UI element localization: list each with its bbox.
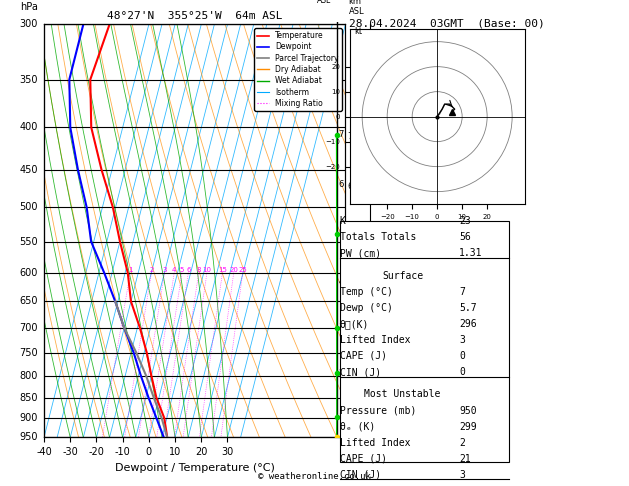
Text: 7: 7 [338,130,344,139]
Text: 299: 299 [459,421,477,432]
Text: 2: 2 [338,368,343,378]
Text: CAPE (J): CAPE (J) [340,453,387,464]
Text: 950: 950 [19,433,38,442]
Text: 15: 15 [218,267,227,273]
Text: PW (cm): PW (cm) [340,248,381,259]
Text: 300: 300 [19,19,38,29]
Text: 4: 4 [347,278,352,287]
Text: 0: 0 [459,367,465,377]
Text: © weatheronline.co.uk: © weatheronline.co.uk [258,472,371,481]
X-axis label: Dewpoint / Temperature (°C): Dewpoint / Temperature (°C) [114,463,275,473]
Text: 21: 21 [459,453,471,464]
Text: 650: 650 [19,296,38,306]
Text: 296: 296 [459,319,477,329]
Text: 3: 3 [459,335,465,345]
Text: 800: 800 [19,371,38,381]
Text: K: K [340,216,345,226]
Text: 6: 6 [338,180,344,190]
Text: Lifted Index: Lifted Index [340,437,410,448]
Text: 6: 6 [347,182,352,191]
Text: 750: 750 [19,347,38,358]
Text: km
ASL: km ASL [348,0,364,16]
Text: 2: 2 [459,437,465,448]
Text: θᴇ(K): θᴇ(K) [340,319,369,329]
Text: CIN (J): CIN (J) [340,469,381,480]
Text: 28.04.2024  03GMT  (Base: 00): 28.04.2024 03GMT (Base: 00) [349,18,545,29]
Text: 1: 1 [128,267,133,273]
Text: Lifted Index: Lifted Index [340,335,410,345]
Text: 5: 5 [180,267,184,273]
Text: hPa: hPa [20,2,38,12]
Text: CIN (J): CIN (J) [340,367,381,377]
Text: 4: 4 [172,267,176,273]
Text: Pressure (mb): Pressure (mb) [340,405,416,416]
Legend: Temperature, Dewpoint, Parcel Trajectory, Dry Adiabat, Wet Adiabat, Isotherm, Mi: Temperature, Dewpoint, Parcel Trajectory… [254,28,342,111]
Text: 1: 1 [338,413,343,422]
Text: 3: 3 [347,324,352,333]
Text: θₑ (K): θₑ (K) [340,421,375,432]
Text: 550: 550 [19,237,38,246]
Text: km
ASL: km ASL [317,0,331,5]
Text: kt: kt [355,27,363,36]
Text: Dewp (°C): Dewp (°C) [340,303,392,313]
Text: 7: 7 [459,287,465,297]
Text: 600: 600 [19,268,38,278]
Text: CAPE (J): CAPE (J) [340,351,387,361]
Text: 1: 1 [347,413,352,422]
Text: 900: 900 [19,413,38,423]
Text: 20: 20 [230,267,238,273]
Text: 56: 56 [459,232,471,243]
Text: 3: 3 [459,469,465,480]
Text: 500: 500 [19,202,38,212]
Text: Surface: Surface [382,271,423,281]
Text: 0: 0 [459,351,465,361]
Text: 5: 5 [338,229,343,238]
Text: 350: 350 [19,74,38,85]
Text: 700: 700 [19,323,38,333]
Text: 23: 23 [459,216,471,226]
Text: LCL: LCL [348,439,364,449]
Text: 2: 2 [347,369,352,378]
Text: 3: 3 [338,323,344,332]
Text: 2: 2 [149,267,153,273]
Text: 5.7: 5.7 [459,303,477,313]
Text: 850: 850 [19,393,38,402]
Text: 8: 8 [196,267,201,273]
Text: Totals Totals: Totals Totals [340,232,416,243]
Text: 3: 3 [162,267,167,273]
Text: Temp (°C): Temp (°C) [340,287,392,297]
Text: 1.31: 1.31 [459,248,482,259]
Text: 400: 400 [19,122,38,132]
Text: Most Unstable: Most Unstable [364,389,441,399]
Text: 450: 450 [19,165,38,174]
Text: 5: 5 [347,230,352,240]
Text: 10: 10 [203,267,211,273]
Title: 48°27'N  355°25'W  64m ASL: 48°27'N 355°25'W 64m ASL [107,11,282,21]
Text: 6: 6 [186,267,191,273]
Text: 4: 4 [338,277,343,286]
Text: 7: 7 [347,132,352,141]
Text: 950: 950 [459,405,477,416]
Text: 25: 25 [238,267,247,273]
